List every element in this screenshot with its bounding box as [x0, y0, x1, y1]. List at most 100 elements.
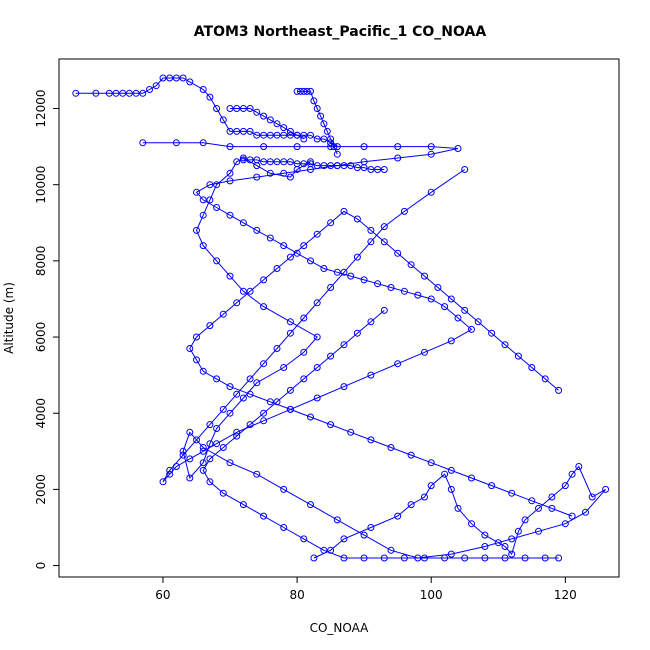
data-point: [303, 87, 311, 95]
data-point: [333, 268, 341, 276]
data-point: [166, 470, 174, 478]
data-point: [286, 127, 294, 135]
x-tick-label: 100: [420, 588, 443, 602]
data-point: [219, 310, 227, 318]
data-point: [494, 539, 502, 547]
data-point: [233, 432, 241, 440]
data-point: [414, 291, 422, 299]
series-4: [199, 306, 563, 562]
data-point: [199, 86, 207, 93]
y-tick-label: 4000: [34, 398, 48, 429]
y-axis: 0 2000 4000 6000 8000 10000 12000: [34, 89, 60, 569]
y-tick-label: 6000: [34, 322, 48, 353]
data-point: [266, 116, 274, 124]
series-3: [186, 207, 576, 520]
data-point: [555, 386, 563, 394]
data-point: [293, 160, 301, 168]
x-tick-label: 60: [155, 588, 170, 602]
data-point: [266, 131, 274, 139]
data-point: [199, 444, 207, 451]
data-point: [186, 474, 194, 482]
data-point: [427, 459, 435, 467]
chart-title: ATOM3 Northeast_Pacific_1 CO_NOAA: [194, 24, 487, 40]
data-point: [226, 272, 234, 280]
data-point: [226, 409, 234, 417]
data-point: [307, 87, 314, 95]
data-point: [327, 284, 335, 291]
data-point: [360, 554, 368, 562]
data-point: [193, 333, 200, 341]
data-point: [367, 226, 375, 234]
data-point: [139, 89, 147, 97]
data-point: [280, 158, 288, 166]
data-point: [407, 451, 415, 459]
data-point: [253, 131, 261, 139]
data-point: [367, 371, 375, 379]
data-point: [380, 166, 388, 173]
data-point: [310, 554, 318, 562]
data-point: [266, 398, 274, 406]
data-point: [300, 131, 308, 139]
data-point: [323, 127, 331, 135]
data-point: [367, 318, 375, 326]
data-point: [219, 405, 227, 413]
data-point: [340, 268, 348, 276]
data-point: [199, 466, 207, 474]
x-tick-label: 120: [554, 588, 577, 602]
data-point: [246, 375, 254, 383]
data-point: [300, 348, 308, 356]
data-point: [481, 554, 489, 562]
data-point: [260, 276, 268, 284]
data-point: [260, 417, 268, 425]
data-point: [360, 276, 368, 284]
data-point: [468, 520, 475, 528]
data-point: [246, 287, 254, 295]
data-point: [501, 543, 509, 550]
data-point: [320, 265, 328, 272]
data-point: [521, 516, 529, 524]
data-point: [193, 436, 200, 444]
data-point: [508, 535, 516, 543]
data-point: [347, 428, 355, 436]
data-point: [193, 356, 200, 364]
data-point: [447, 337, 455, 345]
data-point: [461, 306, 469, 314]
data-point: [300, 242, 308, 250]
data-point: [112, 89, 120, 97]
data-point: [280, 364, 288, 371]
data-point: [179, 74, 187, 82]
data-point: [568, 512, 576, 520]
data-point: [260, 158, 268, 166]
data-point: [199, 242, 207, 250]
data-point: [333, 162, 341, 170]
data-point: [132, 89, 140, 97]
data-point: [307, 257, 314, 265]
data-point: [380, 306, 388, 314]
data-point: [296, 87, 304, 95]
data-point: [266, 158, 274, 166]
data-point: [602, 485, 610, 493]
x-tick-label: 80: [289, 588, 304, 602]
data-point: [260, 112, 268, 120]
data-point: [374, 166, 382, 173]
data-point: [260, 409, 268, 417]
data-point: [447, 295, 455, 303]
data-point: [360, 164, 368, 172]
data-point: [488, 482, 496, 490]
data-point: [447, 466, 455, 474]
data-point: [273, 131, 281, 139]
data-point: [427, 150, 435, 158]
data-point: [535, 527, 542, 535]
data-point: [575, 463, 583, 470]
data-point: [246, 421, 254, 429]
data-point: [253, 470, 261, 478]
data-point: [233, 428, 241, 436]
data-point: [206, 93, 214, 101]
data-point: [421, 493, 428, 501]
data-point: [166, 466, 174, 474]
x-axis-label: CO_NOAA: [310, 621, 370, 635]
data-point: [206, 421, 214, 429]
data-point: [253, 156, 261, 164]
data-point: [317, 112, 325, 120]
data-point: [260, 131, 268, 139]
